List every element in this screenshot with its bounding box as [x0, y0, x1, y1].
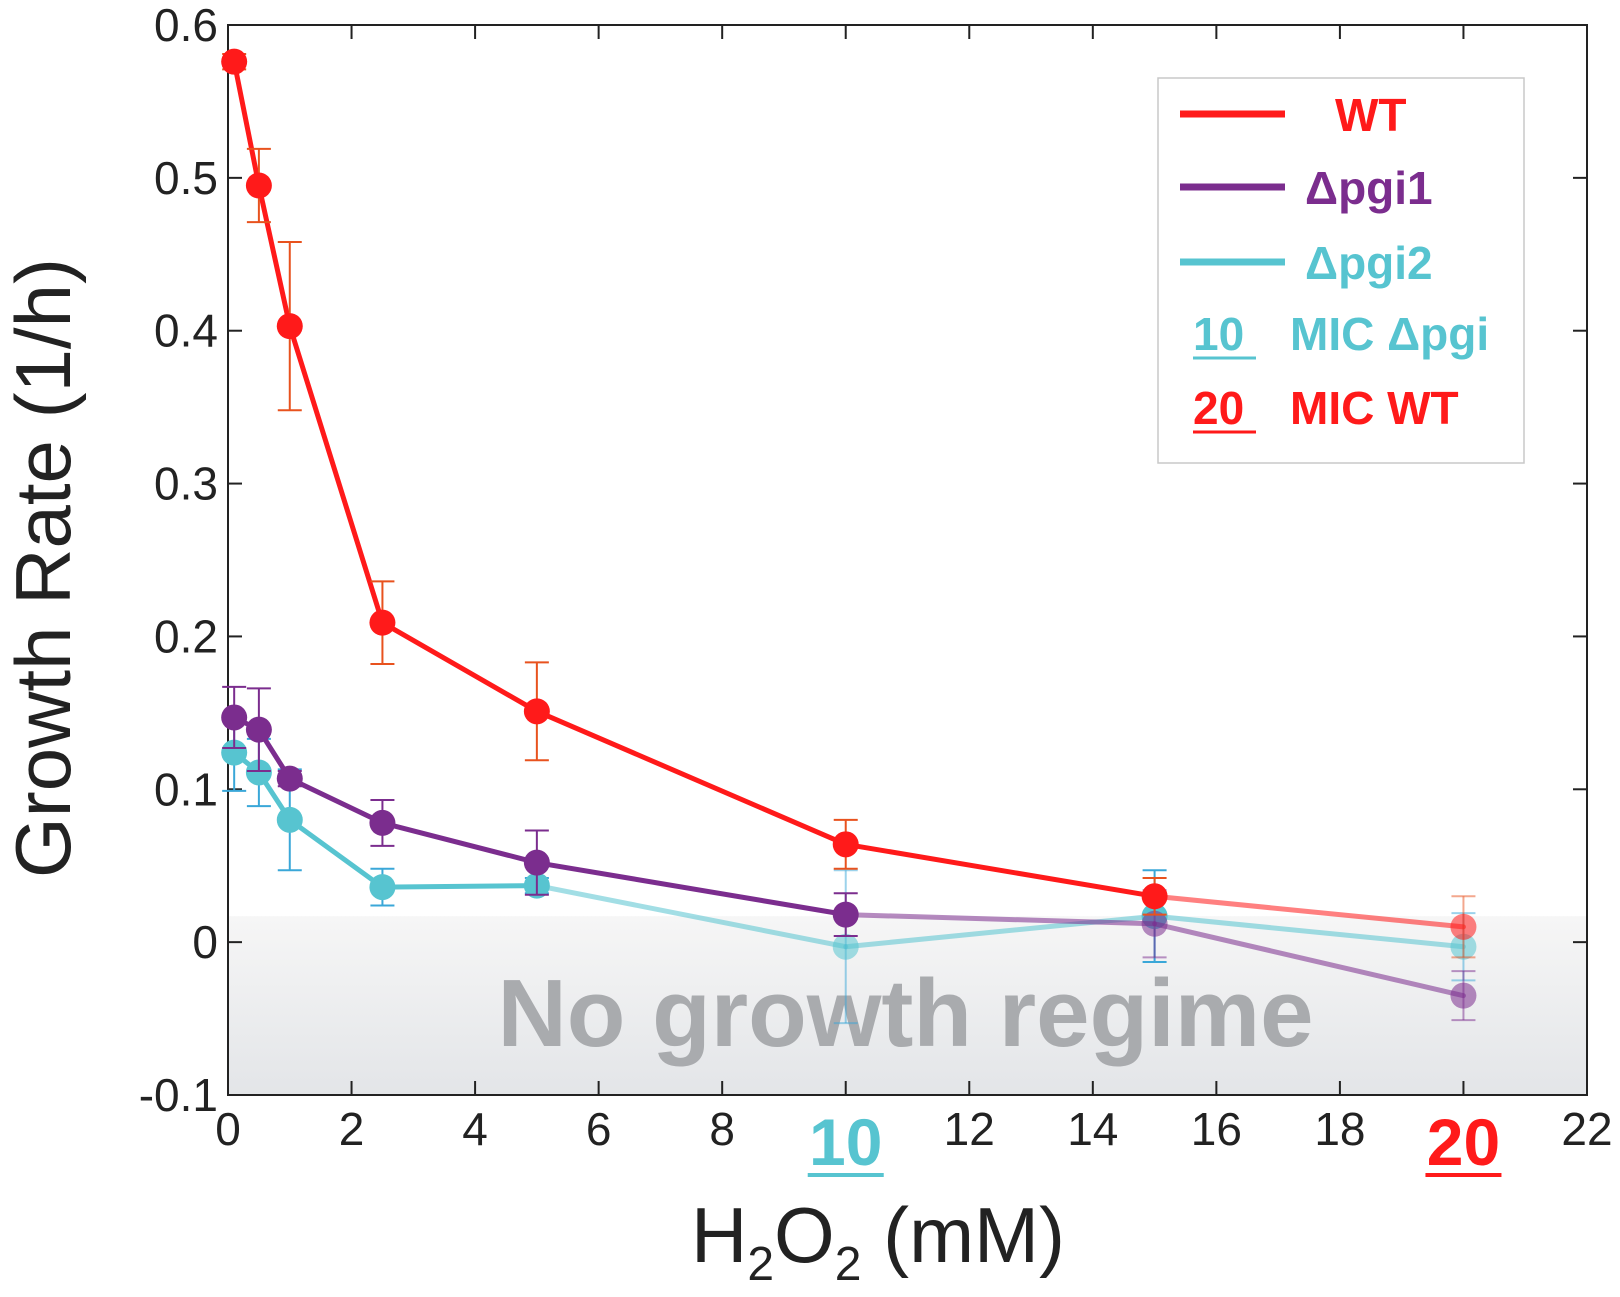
y-tick-label-4: 0.3 — [154, 458, 218, 510]
x-axis-title-o: O — [774, 1191, 835, 1279]
x-tick-label-6: 12 — [944, 1103, 995, 1155]
y-tick-label-1: 0 — [192, 916, 218, 968]
y-tick-label-3: 0.2 — [154, 610, 218, 662]
point-pgi2-0 — [221, 739, 248, 766]
x-tick-label-1: 2 — [339, 1103, 365, 1155]
legend-label-wt: WT — [1335, 89, 1407, 141]
line-segment-wt-3 — [379, 620, 540, 714]
x-tick-label-4: 8 — [709, 1103, 735, 1155]
y-tick-label-2: 0.1 — [154, 763, 218, 815]
y-tick-label-7: 0.6 — [154, 0, 218, 51]
point-pgi1-1 — [245, 716, 272, 743]
y-tick-label-0: -0.1 — [139, 1069, 218, 1121]
point-pgi1-0 — [221, 704, 248, 731]
point-pgi2-2 — [276, 806, 303, 833]
series-pgi1 — [221, 685, 1477, 1022]
line-segment-pgi2-6 — [1152, 913, 1466, 950]
x-tick-label-mic-20: 20 — [1427, 1105, 1500, 1179]
legend-mic-pgi-value: 10 — [1193, 308, 1244, 360]
line-segment-pgi2-4 — [534, 883, 849, 950]
axis-ticks — [227, 24, 1588, 1096]
y-axis-title: Growth Rate (1/h) — [0, 258, 87, 878]
no-growth-region — [228, 916, 1587, 1095]
point-wt-2 — [276, 313, 303, 340]
y-tick-label-5: 0.4 — [154, 305, 218, 357]
x-tick-label-2: 4 — [462, 1103, 488, 1155]
point-wt-0 — [221, 48, 248, 75]
point-wt-6 — [1141, 883, 1168, 910]
legend-mic-wt-text: MIC WT — [1290, 382, 1459, 434]
legend-box — [1157, 77, 1525, 464]
point-pgi2-3 — [369, 874, 396, 901]
line-segment-pgi2-2 — [287, 817, 385, 890]
x-tick-label-3: 6 — [586, 1103, 612, 1155]
legend-mic-wt-value: 20 — [1193, 382, 1244, 434]
line-segment-wt-1 — [256, 183, 293, 329]
point-pgi1-3 — [369, 809, 396, 836]
x-tick-label-0: 0 — [215, 1103, 241, 1155]
line-segment-pgi1-3 — [379, 820, 540, 866]
line-segment-pgi1-4 — [534, 860, 849, 918]
line-segment-pgi2-3 — [379, 883, 540, 890]
y-tick-labels: -0.1 0 0.1 0.2 0.3 0.4 0.5 0.6 — [139, 0, 218, 1121]
point-wt-5 — [832, 831, 859, 858]
x-axis-title-unit: (mM) — [861, 1191, 1065, 1279]
point-wt-7 — [1450, 913, 1477, 940]
point-pgi2-1 — [245, 759, 272, 786]
line-segment-pgi1-6 — [1152, 921, 1466, 999]
point-pgi1-2 — [276, 765, 303, 792]
x-axis-title-sub2: 2 — [835, 1238, 862, 1291]
no-growth-label: No growth regime — [497, 960, 1313, 1067]
line-segment-wt-4 — [534, 708, 849, 847]
x-axis-title-sub1: 2 — [747, 1238, 774, 1291]
line-segment-pgi1-2 — [287, 776, 385, 826]
point-pgi2-5 — [832, 933, 859, 960]
point-wt-4 — [523, 698, 550, 725]
x-tick-labels: 0 2 4 6 8 10 12 14 16 18 20 22 — [215, 1103, 1612, 1179]
legend-label-pgi1: Δpgi1 — [1305, 162, 1433, 214]
x-tick-label-9: 18 — [1314, 1103, 1365, 1155]
x-tick-label-11: 22 — [1561, 1103, 1612, 1155]
point-wt-1 — [245, 172, 272, 199]
line-segment-wt-2 — [287, 323, 385, 626]
point-pgi1-5 — [832, 901, 859, 928]
x-tick-label-8: 16 — [1191, 1103, 1242, 1155]
line-segment-pgi1-5 — [843, 912, 1158, 927]
point-pgi1-6 — [1141, 910, 1168, 937]
y-tick-label-6: 0.5 — [154, 152, 218, 204]
x-axis-title: H2O2 (mM) — [691, 1191, 1065, 1291]
x-tick-label-mic-10: 10 — [809, 1105, 882, 1179]
line-segment-wt-6 — [1152, 893, 1466, 930]
line-segment-wt-0 — [231, 59, 262, 188]
series-wt — [221, 48, 1477, 959]
point-pgi1-7 — [1450, 982, 1477, 1009]
legend: WT Δpgi1 Δpgi2 10 MIC Δpgi 20 MIC WT — [1157, 77, 1525, 464]
point-wt-3 — [369, 609, 396, 636]
point-pgi1-4 — [523, 849, 550, 876]
line-segment-wt-5 — [843, 841, 1158, 899]
x-axis-title-h: H — [691, 1191, 747, 1279]
legend-mic-pgi-text: MIC Δpgi — [1290, 308, 1489, 360]
legend-label-pgi2: Δpgi2 — [1305, 237, 1433, 289]
x-tick-label-7: 14 — [1067, 1103, 1118, 1155]
plot-frame — [227, 24, 1588, 1096]
series-layer — [221, 48, 1477, 1025]
